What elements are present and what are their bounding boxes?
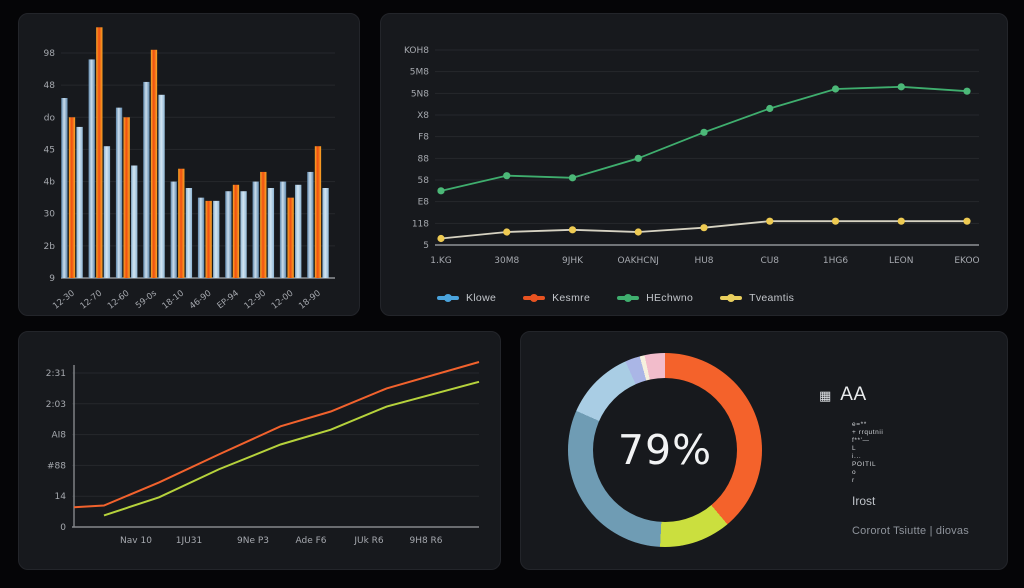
svg-text:Nav 10: Nav 10 bbox=[120, 536, 152, 546]
svg-text:1JU31: 1JU31 bbox=[176, 536, 202, 546]
legend-line-dot-icon bbox=[617, 294, 640, 302]
svg-text:F8: F8 bbox=[418, 133, 429, 143]
grid-icon: ▦ bbox=[819, 387, 832, 403]
legend-item-hechwno[interactable]: HEchwno bbox=[617, 292, 693, 304]
svg-text:30: 30 bbox=[44, 210, 56, 220]
svg-text:9JHK: 9JHK bbox=[562, 256, 584, 266]
list-item: POITIL bbox=[852, 461, 877, 468]
dual-line-chart: 2:31 2:03 AI8 #88 14 0 Nav 10 1JU31 9Ne P3 Ade F6… bbox=[46, 361, 480, 546]
trend-chart-panel: 2:31 2:03 AI8 #88 14 0 Nav 10 1JU31 9Ne P3 Ade F6… bbox=[18, 331, 501, 570]
legend-line-dot-icon bbox=[523, 294, 546, 302]
svg-text:OAKHCNJ: OAKHCNJ bbox=[618, 256, 659, 266]
svg-text:5N8: 5N8 bbox=[411, 89, 429, 99]
donut-center-label: 79% bbox=[617, 426, 713, 474]
bar-chart-panel: 98 48 do 45 4b 30 2b 9 12-30 12-70 12-60 59-0s 18-10… bbox=[18, 13, 360, 316]
svg-text:#88: #88 bbox=[47, 461, 66, 471]
legend-line-dot-icon bbox=[720, 294, 743, 302]
list-item: r bbox=[852, 477, 855, 484]
svg-text:12-30: 12-30 bbox=[51, 288, 77, 311]
legend-label: Kesmre bbox=[552, 292, 591, 304]
svg-text:0: 0 bbox=[60, 523, 66, 533]
svg-text:LEON: LEON bbox=[889, 256, 914, 266]
svg-text:2:31: 2:31 bbox=[46, 369, 66, 379]
svg-text:HU8: HU8 bbox=[694, 256, 713, 266]
side-detail-list: e=** + rrqutnii f**'— L i... POITIL o r bbox=[852, 421, 994, 485]
chart-legend: Klowe Kesmre HEchwno Tveamtis bbox=[437, 292, 794, 304]
svg-text:45: 45 bbox=[44, 145, 55, 155]
side-heading: AA bbox=[840, 384, 867, 405]
svg-text:5: 5 bbox=[423, 241, 429, 251]
svg-text:1.KG: 1.KG bbox=[430, 256, 451, 266]
svg-text:9H8 R6: 9H8 R6 bbox=[409, 536, 442, 546]
svg-text:46-90: 46-90 bbox=[188, 288, 214, 311]
legend-label: Klowe bbox=[466, 292, 497, 304]
svg-text:12-60: 12-60 bbox=[106, 288, 132, 311]
list-item: + rrqutnii bbox=[852, 429, 884, 436]
svg-text:EP-94: EP-94 bbox=[216, 288, 241, 311]
svg-text:58: 58 bbox=[418, 176, 430, 186]
side-label: Irost bbox=[852, 494, 876, 508]
svg-text:88: 88 bbox=[418, 154, 430, 164]
svg-text:EKOO: EKOO bbox=[954, 256, 979, 266]
side-footer: Cororot Tsiutte | diovas bbox=[852, 525, 969, 537]
svg-text:4b: 4b bbox=[44, 178, 56, 188]
svg-text:Ade F6: Ade F6 bbox=[295, 536, 326, 546]
list-item: o bbox=[852, 469, 857, 476]
donut-hole bbox=[593, 378, 737, 522]
svg-text:9Ne P3: 9Ne P3 bbox=[237, 536, 269, 546]
legend-label: Tveamtis bbox=[749, 292, 795, 304]
donut-side-panel: ▦ AA e=** + rrqutnii f**'— L i... POITIL… bbox=[819, 384, 994, 537]
svg-text:2b: 2b bbox=[44, 242, 56, 252]
svg-text:12-70: 12-70 bbox=[79, 288, 105, 311]
svg-text:14: 14 bbox=[55, 492, 67, 502]
svg-text:18-10: 18-10 bbox=[161, 288, 187, 311]
svg-text:JUk R6: JUk R6 bbox=[353, 536, 384, 546]
svg-text:do: do bbox=[44, 113, 56, 123]
svg-text:12-90: 12-90 bbox=[243, 288, 269, 311]
list-item: i... bbox=[852, 453, 862, 460]
grouped-bar-chart: 98 48 do 45 4b 30 2b 9 12-30 12-70 12-60 59-0s 18-10… bbox=[44, 27, 335, 312]
svg-text:1HG6: 1HG6 bbox=[823, 256, 848, 266]
svg-text:12-00: 12-00 bbox=[270, 288, 296, 311]
svg-text:18-90: 18-90 bbox=[297, 288, 323, 311]
svg-text:CU8: CU8 bbox=[760, 256, 779, 266]
legend-label: HEchwno bbox=[646, 292, 694, 304]
svg-text:48: 48 bbox=[44, 81, 56, 91]
svg-text:X8: X8 bbox=[417, 111, 429, 121]
svg-text:KOH8: KOH8 bbox=[404, 46, 429, 56]
legend-item-klowe[interactable]: Klowe bbox=[437, 292, 496, 304]
line-chart-panel: KOH8 5M8 5N8 X8 F8 88 58 E8 118 5 1.KG 30M8 9JHK OAKH… bbox=[380, 13, 1008, 316]
list-item: f**'— bbox=[852, 437, 870, 444]
legend-line-dot-icon bbox=[437, 294, 459, 302]
svg-text:59-0s: 59-0s bbox=[134, 288, 159, 311]
multi-series-line-chart: KOH8 5M8 5N8 X8 F8 88 58 E8 118 51.KG 30M8 9JHK OAKH… bbox=[404, 46, 980, 266]
svg-text:9: 9 bbox=[49, 274, 55, 284]
svg-text:5M8: 5M8 bbox=[410, 68, 429, 78]
svg-text:E8: E8 bbox=[418, 198, 430, 208]
svg-text:30M8: 30M8 bbox=[494, 256, 519, 266]
svg-text:118: 118 bbox=[412, 219, 429, 229]
donut-chart: 79% bbox=[568, 353, 762, 547]
legend-item-kesmre[interactable]: Kesmre bbox=[523, 292, 590, 304]
list-item: e=** bbox=[852, 421, 867, 428]
svg-text:2:03: 2:03 bbox=[46, 400, 66, 410]
list-item: L bbox=[852, 445, 857, 452]
svg-text:98: 98 bbox=[44, 49, 56, 59]
svg-text:AI8: AI8 bbox=[51, 431, 66, 441]
legend-item-tveamtis[interactable]: Tveamtis bbox=[720, 292, 794, 304]
donut-chart-panel: 79% ▦ AA e=** + rrqutnii f**'— L i... PO… bbox=[520, 331, 1008, 570]
